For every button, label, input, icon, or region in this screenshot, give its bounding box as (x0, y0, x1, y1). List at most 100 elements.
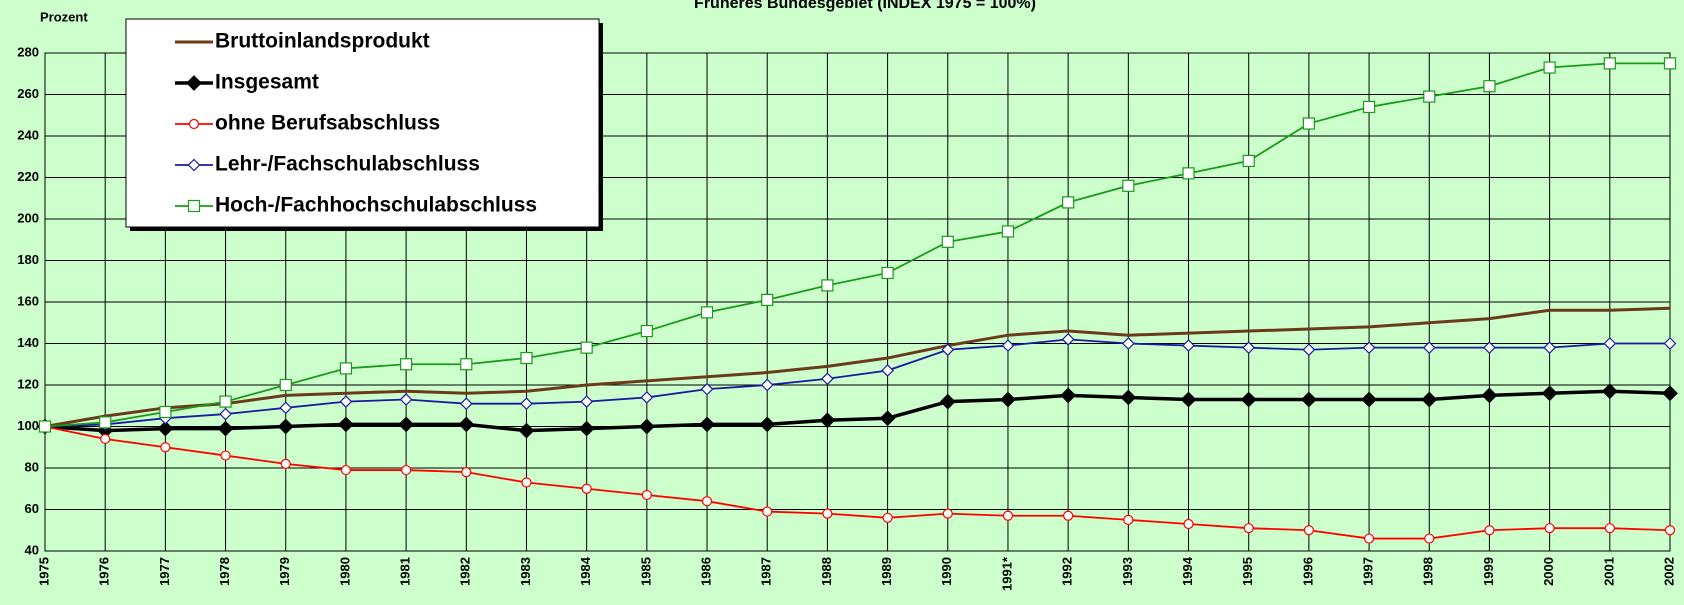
y-tick-label: 100 (17, 418, 39, 433)
marker (941, 235, 954, 248)
marker (1061, 333, 1075, 346)
marker (1541, 385, 1558, 402)
marker (1123, 514, 1134, 525)
marker (939, 393, 956, 410)
marker (881, 364, 894, 377)
x-tick-label: 1999 (1481, 557, 1496, 586)
x-tick-label: 1989 (879, 557, 894, 586)
marker (38, 420, 52, 433)
marker (1421, 391, 1438, 408)
series (37, 383, 1678, 439)
marker (1182, 339, 1195, 352)
y-tick-label: 60 (25, 501, 39, 516)
legend-label: Bruttoinlandsprodukt (215, 30, 430, 53)
marker (1662, 385, 1678, 402)
x-tick-label: 2001 (1601, 557, 1616, 586)
marker (581, 483, 592, 494)
series-line (44, 389, 1671, 433)
y-tick-label: 280 (17, 44, 39, 59)
marker (1362, 100, 1376, 114)
marker (1122, 179, 1135, 192)
marker (699, 416, 715, 433)
marker (1483, 80, 1496, 93)
marker (879, 410, 896, 427)
marker (1242, 341, 1256, 354)
marker (1363, 533, 1375, 544)
marker (186, 75, 202, 91)
x-tick-label: 1986 (698, 557, 713, 586)
x-tick-label: 1978 (217, 557, 232, 586)
marker (578, 420, 595, 437)
marker (219, 395, 232, 408)
marker (942, 508, 953, 519)
marker (1484, 525, 1495, 536)
x-tick-label: 1977 (157, 557, 172, 586)
marker (822, 508, 833, 519)
marker (1663, 57, 1677, 70)
marker (1243, 523, 1254, 534)
series (38, 57, 1677, 433)
y-tick-label: 200 (17, 210, 39, 225)
marker (1481, 387, 1498, 404)
marker (279, 401, 293, 415)
marker (1301, 391, 1317, 408)
x-tick-label: 1981 (398, 557, 413, 586)
marker (280, 458, 291, 469)
y-tick-label: 80 (25, 459, 39, 474)
y-axis-label: Prozent (40, 9, 88, 24)
x-tick-label: 1997 (1361, 557, 1376, 586)
marker (1001, 225, 1015, 238)
marker (279, 378, 292, 392)
marker (1182, 167, 1195, 180)
marker (1483, 341, 1496, 354)
marker (882, 512, 893, 523)
marker (401, 464, 412, 476)
series-line (44, 306, 1671, 428)
marker (760, 378, 774, 392)
legend: Bruttoinlandsprodukt Insgesamt ohne Berufs… (125, 18, 603, 231)
marker (1543, 341, 1556, 354)
marker (1240, 391, 1257, 408)
marker (1302, 117, 1315, 130)
x-tick-label: 1985 (638, 557, 653, 586)
marker (640, 324, 653, 338)
marker (1000, 391, 1016, 408)
marker (1062, 196, 1075, 209)
marker (521, 477, 532, 488)
x-tick-label: 1982 (458, 557, 473, 586)
x-tick-label: 1993 (1120, 557, 1135, 586)
marker (1242, 154, 1255, 167)
marker (1120, 389, 1137, 406)
marker (821, 279, 834, 292)
y-tick-label: 40 (25, 542, 39, 557)
marker (399, 393, 413, 406)
marker (398, 416, 414, 433)
marker (160, 442, 171, 453)
y-tick-label: 180 (17, 252, 39, 267)
marker (220, 450, 231, 461)
x-tick-label: 1991* (999, 556, 1014, 591)
x-tick-label: 1992 (1060, 557, 1075, 586)
marker (762, 506, 773, 517)
marker (580, 395, 594, 408)
x-tick-label: 1984 (578, 556, 593, 586)
marker (821, 372, 834, 386)
marker (640, 391, 654, 404)
marker (1180, 391, 1197, 408)
marker (518, 422, 535, 439)
marker (277, 418, 294, 435)
x-tick-label: 1976 (97, 557, 112, 586)
marker (1001, 339, 1015, 352)
x-tick-label: 1988 (819, 557, 834, 586)
x-tick-label: 1996 (1300, 557, 1315, 586)
x-tick-label: 1975 (36, 557, 51, 586)
marker (459, 397, 473, 411)
y-tick-label: 240 (17, 127, 39, 142)
marker (580, 341, 593, 354)
marker (461, 467, 472, 478)
marker (400, 358, 413, 371)
legend-label: Hoch-/Fachhochschulabschluss (215, 194, 537, 217)
x-tick-label: 2002 (1661, 557, 1676, 586)
marker (701, 496, 713, 507)
